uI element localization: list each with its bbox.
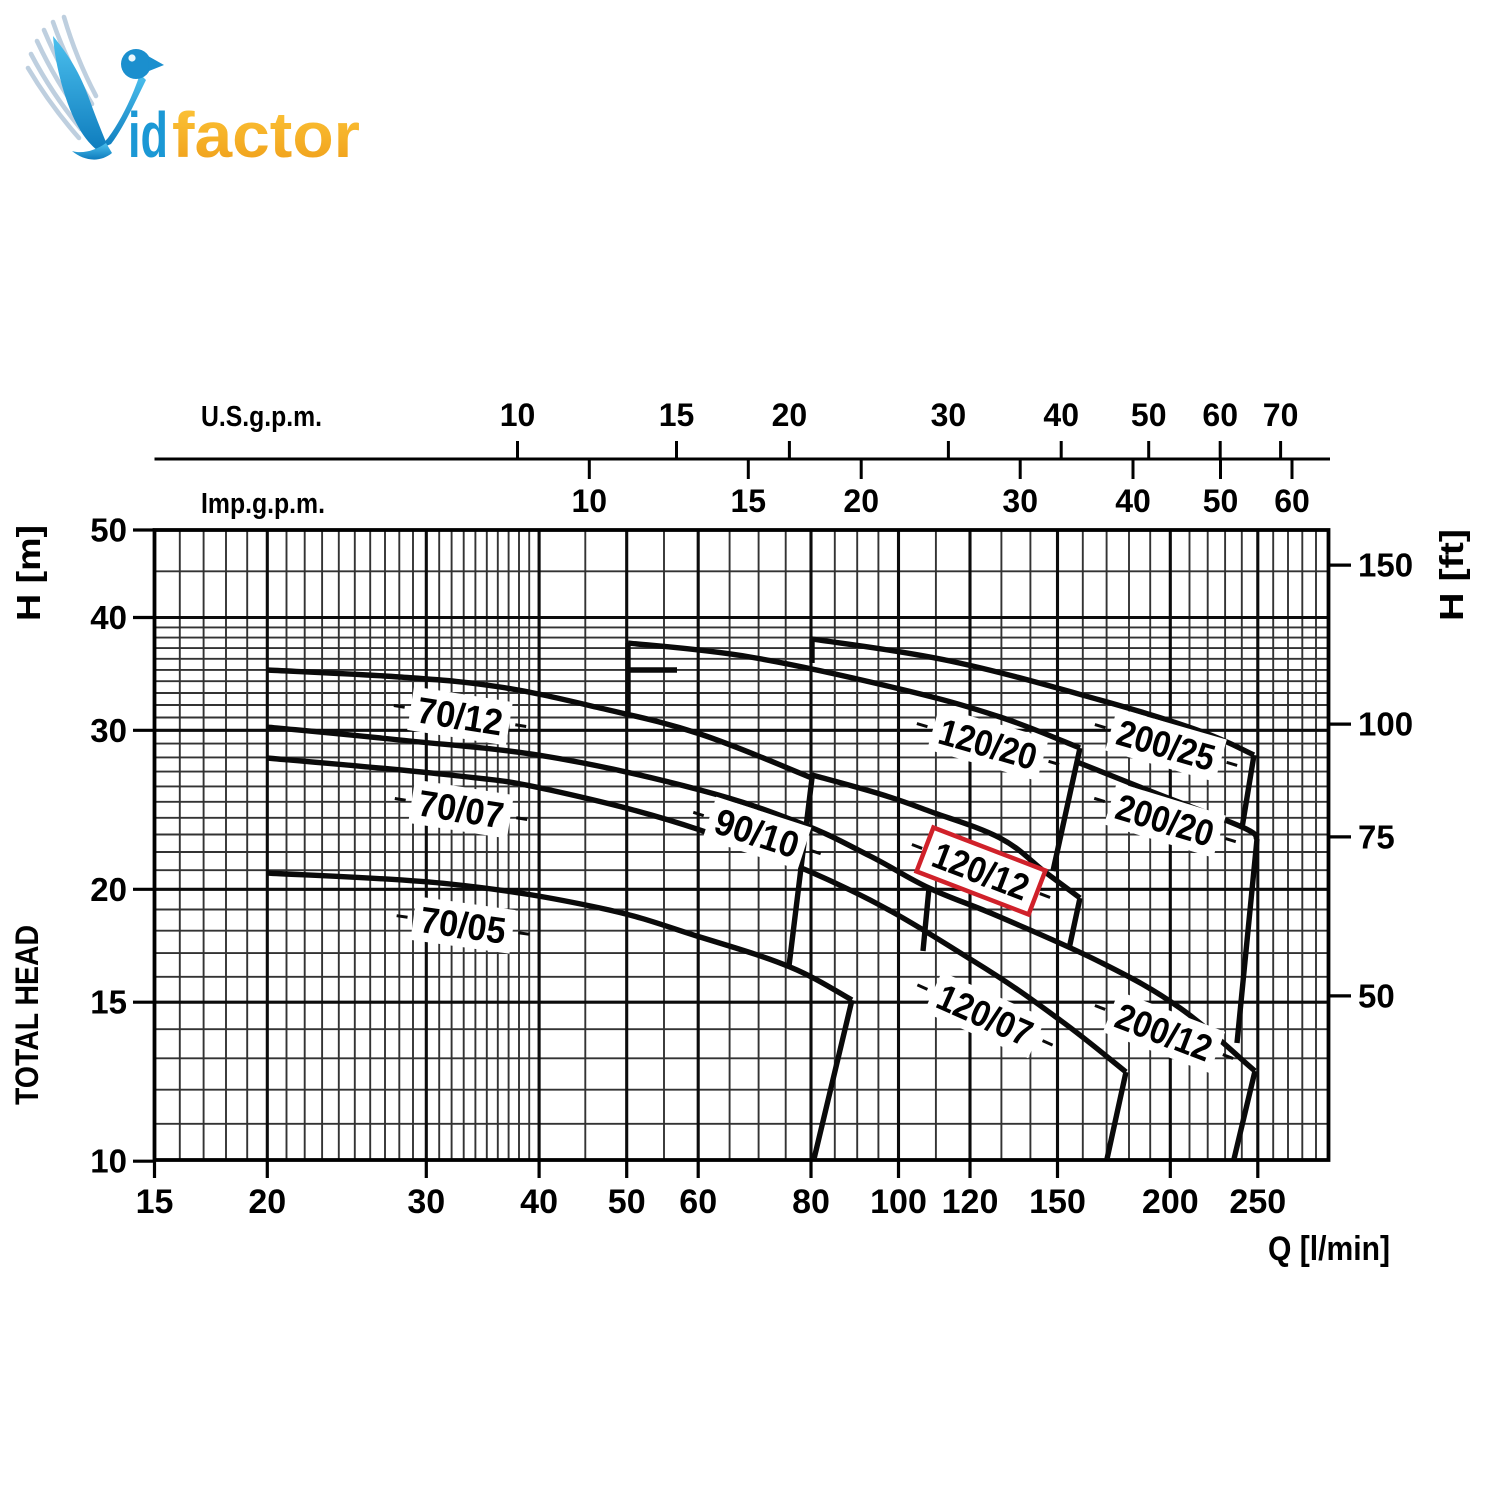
svg-text:60: 60 (1202, 397, 1238, 433)
svg-text:60: 60 (1274, 483, 1310, 519)
svg-text:120: 120 (942, 1183, 999, 1221)
svg-text:150: 150 (1358, 547, 1413, 584)
svg-text:U.S.g.p.m.: U.S.g.p.m. (201, 401, 322, 433)
svg-text:250: 250 (1229, 1183, 1286, 1221)
svg-text:15: 15 (136, 1183, 174, 1221)
svg-text:15: 15 (90, 984, 127, 1021)
svg-text:20: 20 (248, 1183, 286, 1221)
svg-text:H [ft]: H [ft] (1433, 529, 1470, 621)
svg-text:75: 75 (1358, 818, 1395, 855)
svg-text:150: 150 (1029, 1183, 1086, 1221)
svg-text:20: 20 (772, 397, 808, 433)
svg-text:Imp.g.p.m.: Imp.g.p.m. (201, 488, 325, 520)
svg-text:H [m]: H [m] (10, 525, 47, 621)
svg-text:30: 30 (407, 1183, 445, 1221)
svg-text:factor: factor (172, 99, 360, 171)
svg-text:Q [l/min]: Q [l/min] (1268, 1230, 1390, 1268)
svg-text:80: 80 (792, 1183, 830, 1221)
svg-text:15: 15 (659, 397, 695, 433)
svg-text:TOTAL HEAD: TOTAL HEAD (9, 925, 45, 1105)
svg-text:30: 30 (90, 712, 127, 749)
svg-text:40: 40 (1115, 483, 1151, 519)
svg-text:20: 20 (843, 483, 879, 519)
svg-text:50: 50 (1203, 483, 1239, 519)
svg-text:40: 40 (1043, 397, 1079, 433)
svg-text:50: 50 (608, 1183, 646, 1221)
svg-text:40: 40 (520, 1183, 558, 1221)
svg-text:70: 70 (1263, 397, 1299, 433)
svg-text:200: 200 (1142, 1183, 1199, 1221)
svg-text:30: 30 (931, 397, 967, 433)
svg-text:10: 10 (90, 1143, 127, 1180)
svg-text:60: 60 (679, 1183, 717, 1221)
svg-text:100: 100 (870, 1183, 927, 1221)
svg-text:50: 50 (1131, 397, 1167, 433)
svg-text:id: id (128, 99, 168, 171)
svg-text:15: 15 (731, 483, 767, 519)
svg-text:50: 50 (90, 512, 127, 549)
svg-text:100: 100 (1358, 706, 1413, 743)
svg-text:30: 30 (1002, 483, 1038, 519)
svg-text:20: 20 (90, 871, 127, 908)
svg-text:50: 50 (1358, 977, 1395, 1014)
svg-text:10: 10 (572, 483, 608, 519)
svg-text:40: 40 (90, 599, 127, 636)
svg-text:10: 10 (500, 397, 536, 433)
